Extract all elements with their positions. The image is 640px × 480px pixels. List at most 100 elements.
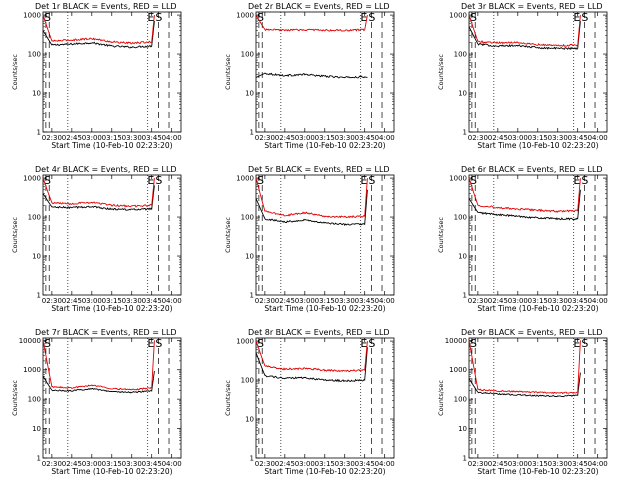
x-tick-label: 03:45 bbox=[142, 297, 162, 305]
end-marker: E bbox=[147, 337, 154, 350]
y-axis-label: Counts/sec bbox=[224, 54, 232, 90]
x-tick-label: 02:30 bbox=[255, 134, 275, 142]
x-tick-label: 03:30 bbox=[122, 297, 142, 305]
y-tick-label: 100 bbox=[28, 51, 41, 59]
chart-title: Det 7r BLACK = Events, RED = LLD bbox=[35, 328, 177, 337]
x-tick-label: 03:45 bbox=[568, 134, 588, 142]
x-tick-label: 04:00 bbox=[375, 460, 395, 468]
x-tick-label: 03:45 bbox=[142, 460, 162, 468]
y-tick-label: 1 bbox=[250, 292, 254, 300]
x-tick-label: 03:30 bbox=[548, 134, 568, 142]
y-tick-label: 10 bbox=[32, 425, 41, 433]
x-tick-label: 03:45 bbox=[355, 297, 375, 305]
x-tick-label: 03:45 bbox=[568, 297, 588, 305]
plot-frame bbox=[468, 11, 608, 133]
plot-frame bbox=[255, 337, 395, 459]
plot-frame bbox=[42, 174, 182, 296]
x-axis-label: Start Time (10-Feb-10 02:23:20) bbox=[51, 304, 172, 313]
chart-title: Det 2r BLACK = Events, RED = LLD bbox=[248, 2, 390, 11]
x-tick-label: 04:00 bbox=[162, 134, 182, 142]
end-marker: E bbox=[147, 174, 154, 187]
y-tick-label: 1000 bbox=[236, 12, 254, 20]
x-axis-label: Start Time (10-Feb-10 02:23:20) bbox=[477, 304, 598, 313]
x-tick-label: 04:00 bbox=[375, 134, 395, 142]
start-marker: S bbox=[257, 174, 264, 187]
x-tick-label: 02:45 bbox=[488, 134, 508, 142]
y-tick-label: 100 bbox=[454, 51, 467, 59]
x-tick-label: 03:15 bbox=[315, 297, 335, 305]
end-start-marker: S bbox=[368, 337, 375, 350]
end-marker: E bbox=[360, 11, 367, 24]
y-tick-label: 1000 bbox=[449, 175, 467, 183]
y-tick-label: 1 bbox=[463, 455, 467, 463]
x-tick-label: 02:45 bbox=[275, 460, 295, 468]
chart-panel-2: Det 2r BLACK = Events, RED = LLD 02:30 02:… bbox=[224, 2, 395, 150]
y-tick-label: 1 bbox=[250, 455, 254, 463]
x-tick-label: 04:00 bbox=[162, 460, 182, 468]
x-axis-label: Start Time (10-Feb-10 02:23:20) bbox=[477, 141, 598, 150]
x-tick-label: 03:45 bbox=[355, 460, 375, 468]
x-tick-label: 03:00 bbox=[82, 460, 102, 468]
series-events-line bbox=[42, 185, 155, 211]
x-tick-label: 03:00 bbox=[295, 297, 315, 305]
y-tick-label: 100 bbox=[454, 214, 467, 222]
x-tick-label: 02:45 bbox=[62, 297, 82, 305]
end-marker: E bbox=[573, 11, 580, 24]
x-tick-label: 03:15 bbox=[528, 297, 548, 305]
x-tick-label: 02:45 bbox=[488, 297, 508, 305]
y-tick-label: 100 bbox=[241, 377, 254, 385]
x-tick-label: 02:45 bbox=[62, 460, 82, 468]
y-axis-label: Counts/sec bbox=[11, 380, 19, 416]
y-tick-label: 1 bbox=[463, 292, 467, 300]
x-tick-label: 03:15 bbox=[102, 134, 122, 142]
series-events-line bbox=[255, 347, 368, 383]
chart-panel-9: Det 9r BLACK = Events, RED = LLD 02:30 02:… bbox=[437, 328, 608, 476]
y-tick-label: 100 bbox=[28, 214, 41, 222]
plot-frame bbox=[255, 174, 395, 296]
x-tick-label: 04:00 bbox=[162, 297, 182, 305]
series-events-line bbox=[255, 189, 368, 227]
y-tick-label: 10 bbox=[458, 425, 467, 433]
chart-title: Det 6r BLACK = Events, RED = LLD bbox=[461, 165, 603, 174]
x-tick-label: 04:00 bbox=[588, 297, 608, 305]
x-axis-label: Start Time (10-Feb-10 02:23:20) bbox=[51, 141, 172, 150]
x-tick-label: 03:15 bbox=[315, 134, 335, 142]
x-tick-label: 03:00 bbox=[508, 460, 528, 468]
x-axis-label: Start Time (10-Feb-10 02:23:20) bbox=[51, 467, 172, 476]
y-tick-label: 10 bbox=[245, 416, 254, 424]
plot-frame bbox=[42, 11, 182, 133]
series-events-line bbox=[42, 371, 155, 394]
x-tick-label: 03:30 bbox=[548, 460, 568, 468]
x-tick-label: 02:30 bbox=[468, 460, 488, 468]
x-tick-label: 03:00 bbox=[82, 297, 102, 305]
x-tick-label: 02:30 bbox=[255, 460, 275, 468]
x-tick-label: 03:30 bbox=[335, 134, 355, 142]
y-tick-label: 10 bbox=[245, 90, 254, 98]
y-axis-label: Counts/sec bbox=[437, 54, 445, 90]
y-tick-label: 1000 bbox=[449, 366, 467, 374]
start-marker: S bbox=[470, 337, 477, 350]
y-axis-label: Counts/sec bbox=[437, 380, 445, 416]
x-tick-label: 02:30 bbox=[255, 297, 275, 305]
x-tick-label: 03:45 bbox=[568, 460, 588, 468]
y-tick-label: 1000 bbox=[236, 175, 254, 183]
end-marker: E bbox=[147, 11, 154, 24]
series-events-line bbox=[255, 72, 368, 79]
series-lld-line bbox=[42, 177, 155, 208]
x-axis-label: Start Time (10-Feb-10 02:23:20) bbox=[264, 467, 385, 476]
y-tick-label: 1 bbox=[37, 455, 41, 463]
series-lld-line bbox=[468, 14, 581, 47]
end-start-marker: S bbox=[581, 337, 588, 350]
x-tick-label: 02:45 bbox=[275, 134, 295, 142]
y-tick-label: 10 bbox=[458, 253, 467, 261]
x-tick-label: 03:15 bbox=[528, 134, 548, 142]
y-axis-label: Counts/sec bbox=[437, 217, 445, 253]
x-tick-label: 03:30 bbox=[335, 297, 355, 305]
x-tick-label: 03:15 bbox=[102, 460, 122, 468]
x-axis-label: Start Time (10-Feb-10 02:23:20) bbox=[477, 467, 598, 476]
y-tick-label: 10 bbox=[245, 253, 254, 261]
chart-title: Det 8r BLACK = Events, RED = LLD bbox=[248, 328, 390, 337]
x-tick-label: 03:15 bbox=[315, 460, 335, 468]
x-tick-label: 02:30 bbox=[468, 134, 488, 142]
